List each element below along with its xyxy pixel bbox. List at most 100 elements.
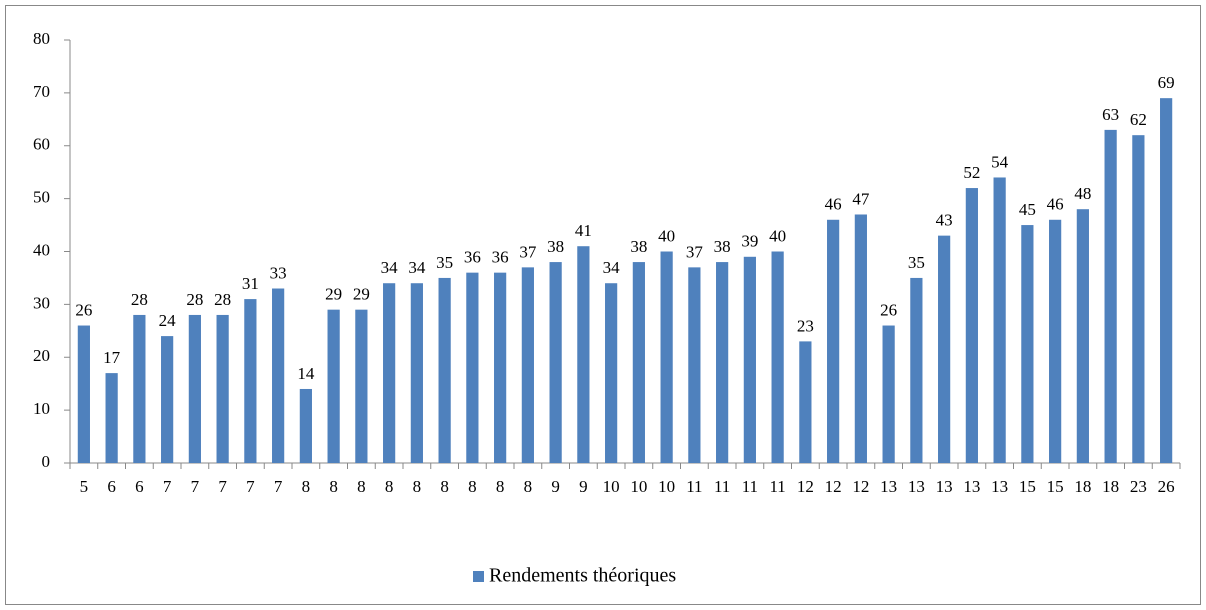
bar <box>910 277 923 463</box>
y-tick-label: 0 <box>42 452 51 471</box>
x-tick-label: 11 <box>686 477 702 496</box>
data-label: 35 <box>436 253 453 272</box>
y-tick-label: 10 <box>33 399 50 418</box>
x-tick-label: 7 <box>218 477 227 496</box>
data-label: 46 <box>825 195 842 214</box>
bar <box>799 341 812 463</box>
data-label: 28 <box>214 290 231 309</box>
legend-label: Rendements théoriques <box>489 565 676 587</box>
data-label: 23 <box>797 316 814 335</box>
data-label: 43 <box>936 211 953 230</box>
x-tick-label: 13 <box>963 477 980 496</box>
y-tick-label: 20 <box>33 346 50 365</box>
x-tick-label: 13 <box>936 477 953 496</box>
bar <box>216 314 229 463</box>
data-label: 47 <box>852 189 870 208</box>
bar <box>549 262 562 463</box>
x-tick-label: 12 <box>852 477 869 496</box>
y-tick-label: 60 <box>33 135 50 154</box>
data-label: 48 <box>1074 184 1091 203</box>
x-tick-label: 9 <box>579 477 588 496</box>
bar <box>272 288 285 463</box>
x-tick-label: 12 <box>825 477 842 496</box>
data-label: 62 <box>1130 110 1147 129</box>
data-label: 29 <box>353 285 370 304</box>
bar <box>77 325 90 463</box>
x-tick-label: 6 <box>107 477 116 496</box>
bar <box>438 277 451 463</box>
x-tick-label: 13 <box>908 477 925 496</box>
data-label: 40 <box>769 226 786 245</box>
chart-border <box>5 5 1201 605</box>
x-tick-label: 12 <box>797 477 814 496</box>
x-tick-label: 15 <box>1047 477 1064 496</box>
data-label: 41 <box>575 221 592 240</box>
data-label: 37 <box>519 242 537 261</box>
data-label: 34 <box>381 258 399 277</box>
bar <box>660 251 673 463</box>
bar <box>327 309 340 463</box>
data-label: 34 <box>603 258 621 277</box>
bar <box>410 283 423 463</box>
x-tick-label: 7 <box>163 477 172 496</box>
bar <box>1021 225 1034 463</box>
bar <box>882 325 895 463</box>
y-tick-label: 70 <box>33 82 50 101</box>
x-tick-label: 9 <box>551 477 560 496</box>
bar <box>688 267 701 463</box>
data-label: 38 <box>714 237 731 256</box>
bar <box>632 262 645 463</box>
x-tick-label: 8 <box>496 477 505 496</box>
bar <box>105 373 118 463</box>
x-tick-label: 13 <box>991 477 1008 496</box>
bar <box>161 336 174 463</box>
y-tick-label: 80 <box>33 29 50 48</box>
x-tick-label: 10 <box>658 477 675 496</box>
x-tick-label: 18 <box>1074 477 1091 496</box>
bar <box>993 177 1006 463</box>
bar <box>355 309 368 463</box>
x-tick-label: 8 <box>468 477 477 496</box>
x-tick-label: 26 <box>1158 477 1175 496</box>
x-tick-label: 11 <box>769 477 785 496</box>
data-label: 36 <box>492 248 509 267</box>
data-label: 14 <box>297 364 315 383</box>
x-tick-label: 15 <box>1019 477 1036 496</box>
bar <box>605 283 618 463</box>
bar <box>771 251 784 463</box>
data-label: 38 <box>630 237 647 256</box>
data-label: 36 <box>464 248 481 267</box>
x-tick-label: 7 <box>274 477 283 496</box>
bar <box>1104 129 1117 463</box>
x-tick-label: 8 <box>440 477 449 496</box>
x-tick-label: 8 <box>357 477 366 496</box>
data-label: 35 <box>908 253 925 272</box>
data-label: 26 <box>75 300 92 319</box>
bar <box>854 214 867 463</box>
bar <box>1076 209 1089 463</box>
bar <box>743 256 756 463</box>
bar <box>383 283 396 463</box>
data-label: 24 <box>159 311 177 330</box>
bar <box>466 272 479 463</box>
x-tick-label: 8 <box>302 477 311 496</box>
x-tick-label: 8 <box>385 477 394 496</box>
y-tick-label: 50 <box>33 188 50 207</box>
bar <box>1132 135 1145 464</box>
x-tick-label: 5 <box>80 477 89 496</box>
bar <box>965 188 978 464</box>
data-label: 17 <box>103 348 121 367</box>
x-tick-label: 10 <box>603 477 620 496</box>
x-tick-label: 11 <box>714 477 730 496</box>
data-label: 33 <box>270 263 287 282</box>
y-tick-label: 30 <box>33 293 50 312</box>
x-tick-label: 8 <box>524 477 533 496</box>
data-label: 40 <box>658 226 675 245</box>
data-label: 54 <box>991 152 1009 171</box>
x-tick-label: 7 <box>191 477 200 496</box>
bar <box>494 272 507 463</box>
bar <box>716 262 729 463</box>
bar <box>577 246 590 463</box>
bar <box>133 314 146 463</box>
